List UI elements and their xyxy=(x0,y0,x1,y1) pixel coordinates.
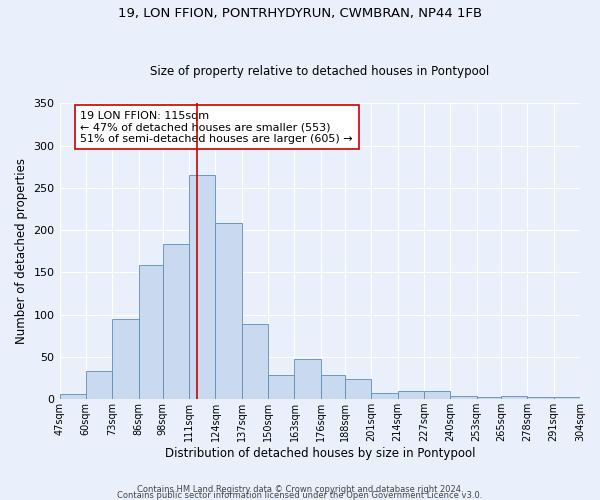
Bar xyxy=(86,372,112,399)
Y-axis label: Number of detached properties: Number of detached properties xyxy=(15,158,28,344)
X-axis label: Distribution of detached houses by size in Pontypool: Distribution of detached houses by size … xyxy=(164,447,475,460)
Bar xyxy=(451,396,477,399)
Text: Contains HM Land Registry data © Crown copyright and database right 2024.: Contains HM Land Registry data © Crown c… xyxy=(137,484,463,494)
Title: Size of property relative to detached houses in Pontypool: Size of property relative to detached ho… xyxy=(150,66,490,78)
Bar xyxy=(527,396,554,399)
Bar xyxy=(321,374,345,399)
Bar xyxy=(268,376,295,399)
Bar xyxy=(554,396,580,399)
Bar xyxy=(345,379,371,399)
Bar xyxy=(189,175,215,399)
Bar xyxy=(398,390,424,399)
Text: 19 LON FFION: 115sqm
← 47% of detached houses are smaller (553)
51% of semi-deta: 19 LON FFION: 115sqm ← 47% of detached h… xyxy=(80,110,353,144)
Bar xyxy=(242,324,268,399)
Bar xyxy=(295,360,321,399)
Bar xyxy=(59,394,86,399)
Bar xyxy=(163,244,189,399)
Bar xyxy=(371,393,398,399)
Text: 19, LON FFION, PONTRHYDYRUN, CWMBRAN, NP44 1FB: 19, LON FFION, PONTRHYDYRUN, CWMBRAN, NP… xyxy=(118,8,482,20)
Bar xyxy=(501,396,527,399)
Bar xyxy=(215,224,242,399)
Bar xyxy=(424,390,451,399)
Text: Contains public sector information licensed under the Open Government Licence v3: Contains public sector information licen… xyxy=(118,490,482,500)
Bar xyxy=(112,319,139,399)
Bar xyxy=(139,264,163,399)
Bar xyxy=(477,396,501,399)
